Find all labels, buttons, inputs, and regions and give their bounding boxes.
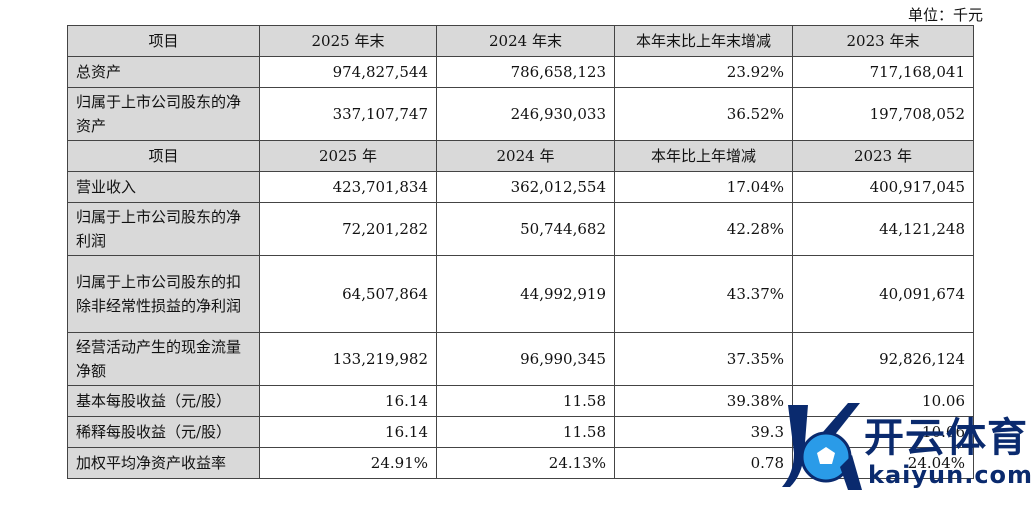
value-cell: 23.92% — [614, 56, 793, 88]
value-cell: 50,744,682 — [436, 202, 615, 256]
value-cell: 72,201,282 — [259, 202, 437, 256]
header-cell: 本年比上年增减 — [614, 140, 793, 172]
value-cell: 42.28% — [614, 202, 793, 256]
k-ball-icon — [782, 403, 862, 490]
value-cell: 44,121,248 — [792, 202, 974, 256]
row-label: 归属于上市公司股东的扣除非经常性损益的净利润 — [67, 255, 260, 333]
income-header-row: 项目 2025 年 2024 年 本年比上年增减 2023 年 — [67, 140, 974, 172]
row-label: 稀释每股收益（元/股） — [67, 416, 260, 448]
value-cell: 16.14 — [259, 385, 437, 417]
value-cell: 40,091,674 — [792, 255, 974, 333]
value-cell: 974,827,544 — [259, 56, 437, 88]
row-label: 基本每股收益（元/股） — [67, 385, 260, 417]
watermark-logo: 开云体育 kaiyun.com — [782, 395, 1031, 505]
header-cell: 项目 — [67, 140, 260, 172]
value-cell: 133,219,982 — [259, 332, 437, 386]
watermark-subtitle: kaiyun.com — [868, 461, 1031, 489]
header-cell: 2024 年 — [436, 140, 615, 172]
value-cell: 39.3 — [614, 416, 793, 448]
value-cell: 44,992,919 — [436, 255, 615, 333]
value-cell: 400,917,045 — [792, 171, 974, 203]
table-row: 经营活动产生的现金流量净额 133,219,982 96,990,345 37.… — [67, 332, 974, 386]
table-row: 归属于上市公司股东的扣除非经常性损益的净利润 64,507,864 44,992… — [67, 255, 974, 333]
value-cell: 423,701,834 — [259, 171, 437, 203]
value-cell: 11.58 — [436, 416, 615, 448]
table-row: 总资产 974,827,544 786,658,123 23.92% 717,1… — [67, 56, 974, 88]
row-label: 总资产 — [67, 56, 260, 88]
value-cell: 786,658,123 — [436, 56, 615, 88]
value-cell: 197,708,052 — [792, 87, 974, 141]
row-label: 归属于上市公司股东的净资产 — [67, 87, 260, 141]
table-row: 加权平均净资产收益率 24.91% 24.13% 0.78 24.04% — [67, 447, 974, 479]
value-cell: 24.13% — [436, 447, 615, 479]
value-cell: 0.78 — [614, 447, 793, 479]
financial-summary-table: 项目 2025 年末 2024 年末 本年末比上年末增减 2023 年末 总资产… — [67, 25, 974, 479]
row-label: 归属于上市公司股东的净利润 — [67, 202, 260, 256]
value-cell: 17.04% — [614, 171, 793, 203]
watermark-title: 开云体育 — [864, 415, 1028, 461]
row-label: 加权平均净资产收益率 — [67, 447, 260, 479]
value-cell: 337,107,747 — [259, 87, 437, 141]
row-label: 营业收入 — [67, 171, 260, 203]
value-cell: 246,930,033 — [436, 87, 615, 141]
table-row: 归属于上市公司股东的净资产 337,107,747 246,930,033 36… — [67, 87, 974, 141]
table-row: 归属于上市公司股东的净利润 72,201,282 50,744,682 42.2… — [67, 202, 974, 256]
balance-header-row: 项目 2025 年末 2024 年末 本年末比上年末增减 2023 年末 — [67, 25, 974, 57]
value-cell: 96,990,345 — [436, 332, 615, 386]
header-cell: 项目 — [67, 25, 260, 57]
value-cell: 11.58 — [436, 385, 615, 417]
table-row: 营业收入 423,701,834 362,012,554 17.04% 400,… — [67, 171, 974, 203]
value-cell: 16.14 — [259, 416, 437, 448]
unit-label: 单位：千元 — [907, 6, 983, 24]
value-cell: 717,168,041 — [792, 56, 974, 88]
header-cell: 2025 年 — [259, 140, 437, 172]
value-cell: 43.37% — [614, 255, 793, 333]
value-cell: 92,826,124 — [792, 332, 974, 386]
header-cell: 2023 年末 — [792, 25, 974, 57]
value-cell: 39.38% — [614, 385, 793, 417]
value-cell: 37.35% — [614, 332, 793, 386]
value-cell: 24.91% — [259, 447, 437, 479]
header-cell: 本年末比上年末增减 — [614, 25, 793, 57]
value-cell: 362,012,554 — [436, 171, 615, 203]
value-cell: 36.52% — [614, 87, 793, 141]
value-cell: 64,507,864 — [259, 255, 437, 333]
header-cell: 2024 年末 — [436, 25, 615, 57]
row-label: 经营活动产生的现金流量净额 — [67, 332, 260, 386]
header-cell: 2025 年末 — [259, 25, 437, 57]
header-cell: 2023 年 — [792, 140, 974, 172]
